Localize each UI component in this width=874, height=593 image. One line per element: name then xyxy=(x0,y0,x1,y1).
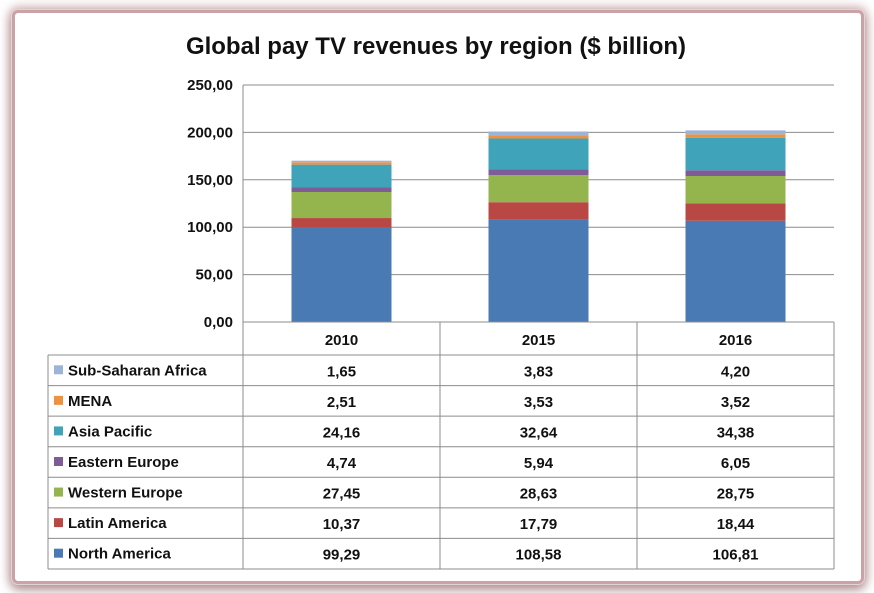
data-label: 5,94 xyxy=(524,455,554,472)
bar-segment xyxy=(291,187,392,193)
data-label: 99,29 xyxy=(323,547,361,564)
bar-segment xyxy=(488,219,589,322)
bar-segment xyxy=(685,170,786,177)
legend-swatch xyxy=(54,365,63,375)
bar-segment xyxy=(685,220,786,322)
legend-label: Eastern Europe xyxy=(68,454,179,471)
data-label: 27,45 xyxy=(323,486,361,503)
data-label: 3,53 xyxy=(524,394,553,411)
legend-label: Latin America xyxy=(68,515,167,532)
data-label: 18,44 xyxy=(717,516,755,533)
bar-segment xyxy=(291,160,392,163)
data-label: 4,20 xyxy=(721,363,750,380)
category-label: 2010 xyxy=(325,332,358,349)
legend-swatch xyxy=(54,487,63,497)
y-tick-label: 150,00 xyxy=(187,172,233,189)
data-label: 3,52 xyxy=(721,394,750,411)
y-tick-label: 100,00 xyxy=(187,219,233,236)
bar-segment xyxy=(291,218,392,228)
y-tick-label: 0,00 xyxy=(204,314,233,331)
data-label: 2,51 xyxy=(327,394,356,411)
legend-swatch xyxy=(54,518,63,528)
legend-swatch xyxy=(54,395,63,405)
data-label: 28,75 xyxy=(717,486,755,503)
legend-label: Western Europe xyxy=(68,485,183,502)
data-label: 4,74 xyxy=(327,455,357,472)
legend-label: Asia Pacific xyxy=(68,423,152,440)
data-label: 10,37 xyxy=(323,516,361,533)
bar-segment xyxy=(488,175,589,203)
bar-segment xyxy=(685,137,786,171)
bar-segment xyxy=(291,164,392,188)
legend-swatch xyxy=(54,426,63,436)
y-tick-label: 200,00 xyxy=(187,124,233,141)
data-label: 106,81 xyxy=(713,547,759,564)
data-label: 3,83 xyxy=(524,363,553,380)
bar-segment xyxy=(488,135,589,139)
bar-segment xyxy=(488,202,589,220)
legend-label: Sub-Saharan Africa xyxy=(68,362,207,379)
bar-segment xyxy=(685,134,786,138)
legend-label: MENA xyxy=(68,393,112,410)
legend-swatch xyxy=(54,456,63,466)
bar-segment xyxy=(685,176,786,204)
chart-title: Global pay TV revenues by region ($ bill… xyxy=(186,33,686,60)
data-label: 6,05 xyxy=(721,455,750,472)
y-tick-label: 250,00 xyxy=(187,77,233,94)
legend-label: North America xyxy=(68,546,171,563)
data-label: 108,58 xyxy=(516,547,562,564)
data-label: 17,79 xyxy=(520,516,558,533)
data-table: 2010 2015 2016 Sub-Saharan Africa 1,65 3,83 4,… xyxy=(47,321,835,570)
bar-segment xyxy=(291,192,392,219)
bar-segment xyxy=(685,203,786,221)
y-axis: 0,00 50,00 100,00 150,00 200,00 250,00 xyxy=(187,77,244,331)
legend-swatch xyxy=(54,548,63,558)
y-tick-label: 50,00 xyxy=(195,267,233,284)
bar-segment xyxy=(685,130,786,135)
bar-segment xyxy=(291,162,392,165)
bar-segment xyxy=(488,131,589,136)
data-label: 1,65 xyxy=(327,363,356,380)
category-label: 2015 xyxy=(522,332,555,349)
data-label: 24,16 xyxy=(323,424,361,441)
data-label: 34,38 xyxy=(717,424,755,441)
bar-segment xyxy=(488,169,589,176)
data-label: 28,63 xyxy=(520,486,558,503)
data-label: 32,64 xyxy=(520,424,558,441)
bars-group xyxy=(291,130,786,322)
category-label: 2016 xyxy=(719,332,752,349)
bar-segment xyxy=(291,227,392,322)
bar-segment xyxy=(488,138,589,170)
